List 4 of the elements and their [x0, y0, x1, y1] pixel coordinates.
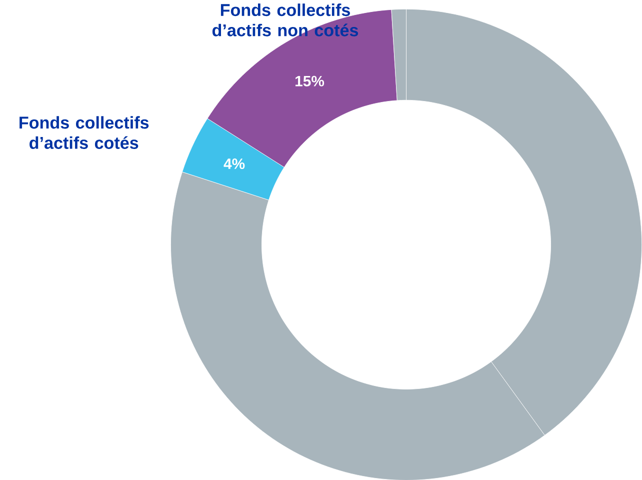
data-label: 4% [224, 158, 245, 169]
data-label: 15% [296, 76, 324, 86]
slice-label: Fonds collectifs d’actifs cotés [20, 116, 149, 149]
slice-label: Fonds collectifs d’actifs non cotés [212, 3, 358, 36]
